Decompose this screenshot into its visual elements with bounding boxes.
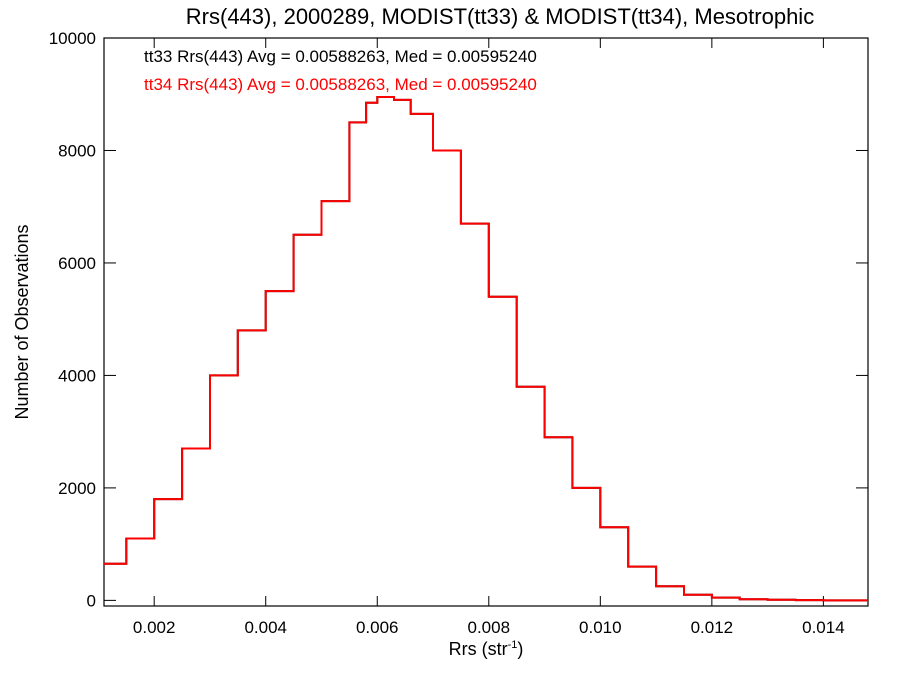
histogram-line-tt34 bbox=[104, 96, 868, 602]
x-tick-label: 0.006 bbox=[356, 618, 399, 637]
histogram-line-tt33 bbox=[104, 96, 868, 602]
x-tick-label: 0.008 bbox=[468, 618, 511, 637]
x-tick-label: 0.010 bbox=[579, 618, 622, 637]
series-layer bbox=[104, 96, 868, 602]
y-axis-title: Number of Observations bbox=[12, 224, 32, 419]
y-tick-label: 10000 bbox=[49, 29, 96, 48]
y-tick-label: 0 bbox=[87, 591, 96, 610]
y-tick-label: 8000 bbox=[58, 141, 96, 160]
x-axis-title: Rrs (str-1) bbox=[449, 639, 524, 659]
x-axis-title-close: ) bbox=[517, 639, 523, 659]
y-tick-label: 6000 bbox=[58, 254, 96, 273]
x-tick-label: 0.012 bbox=[691, 618, 734, 637]
x-axis: 0.002 0.004 0.006 0.008 0.010 0.012 0.014 bbox=[133, 38, 845, 637]
x-axis-title-main: Rrs (str bbox=[449, 639, 508, 659]
y-tick-label: 2000 bbox=[58, 479, 96, 498]
x-axis-title-sup: -1 bbox=[508, 639, 518, 651]
plot-frame bbox=[103, 37, 869, 607]
y-axis: 0 2000 4000 6000 8000 10000 bbox=[49, 29, 868, 610]
x-tick-label: 0.002 bbox=[133, 618, 176, 637]
stats-line-tt33: tt33 Rrs(443) Avg = 0.00588263, Med = 0.… bbox=[144, 47, 537, 66]
x-tick-label: 0.014 bbox=[802, 618, 845, 637]
stats-line-tt34: tt34 Rrs(443) Avg = 0.00588263, Med = 0.… bbox=[144, 75, 537, 94]
y-tick-label: 4000 bbox=[58, 366, 96, 385]
x-tick-label: 0.004 bbox=[244, 618, 287, 637]
chart-title: Rrs(443), 2000289, MODIST(tt33) & MODIST… bbox=[186, 4, 814, 29]
